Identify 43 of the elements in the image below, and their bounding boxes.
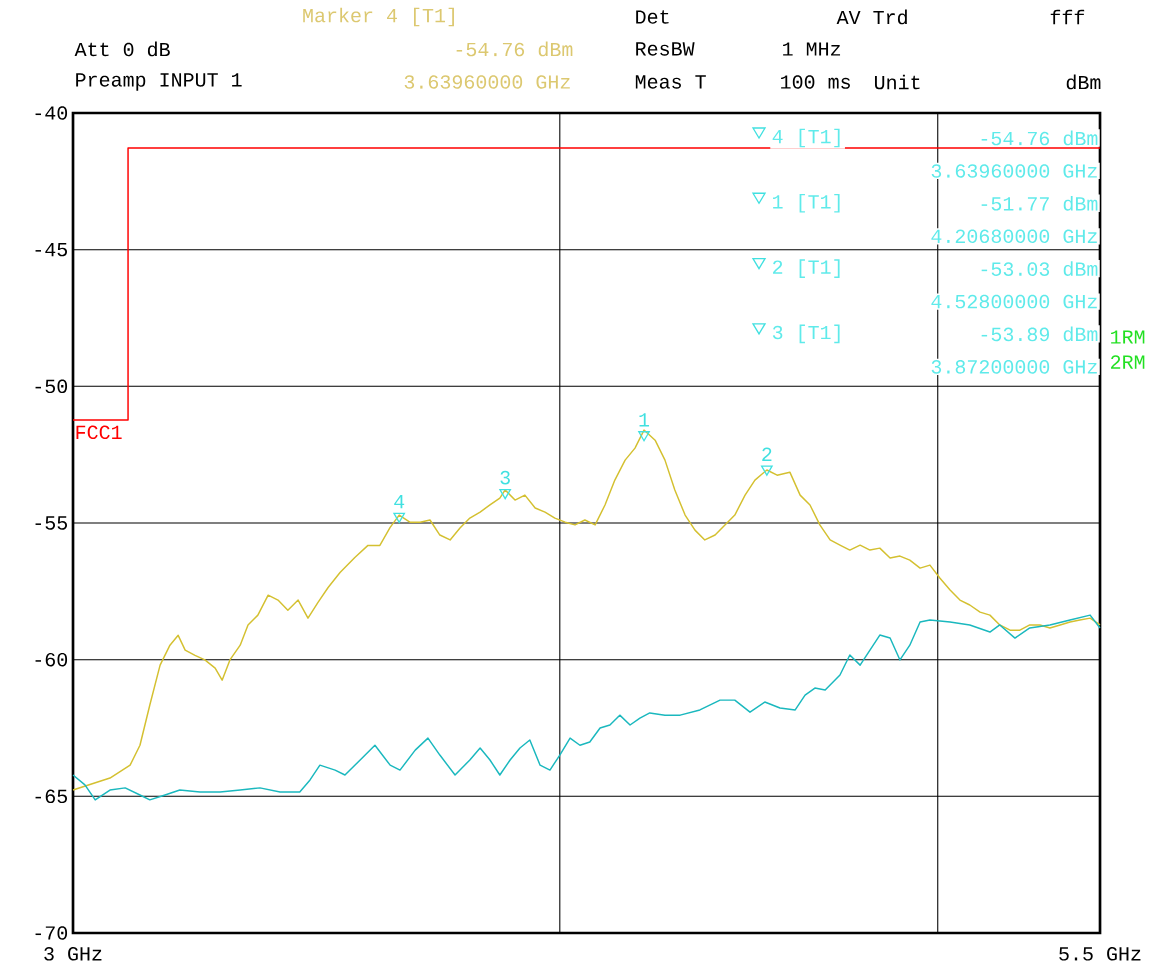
x-tick-label: 3 GHz [44, 947, 102, 961]
text: Marker 4 [T1] [303, 7, 454, 27]
annotation: 3.87200000 GHz [931, 360, 1097, 374]
annotation: -53.89 dBm [981, 326, 1098, 342]
y-tick-label: -45 [35, 242, 68, 257]
text: Preamp INPUT 1 [76, 73, 242, 91]
annotation: -51.77 dBm [981, 195, 1098, 211]
y-tick-label: -60 [35, 652, 68, 667]
x-tick-label: 5.5 GHz [1059, 947, 1141, 961]
text: -54.76 dBm [456, 41, 573, 57]
annotation: 1 [T1] [773, 193, 840, 213]
y-tick-label: -55 [35, 516, 68, 530]
text: ResBW [636, 42, 695, 56]
annotation: 4.20680000 GHz [931, 229, 1097, 244]
annotation: 2 [762, 447, 772, 461]
annotation: 3 [500, 470, 510, 485]
annotation: 2 [T1] [773, 259, 840, 278]
text: 2RM [1111, 355, 1145, 369]
text: 100 ms [781, 75, 850, 89]
text: AV Trd [836, 9, 907, 25]
line-series [72, 614, 1101, 801]
y-tick-label: -65 [35, 789, 68, 804]
y-tick-label: -70 [35, 926, 68, 940]
annotation: 4.52800000 GHz [931, 294, 1097, 309]
text: 1 MHz [783, 42, 841, 56]
text: Att 0 dB [74, 41, 170, 57]
annotation: 3 [T1] [772, 324, 840, 344]
annotation: 1 [639, 413, 650, 427]
text: fff [1050, 9, 1085, 25]
annotation: -54.76 dBm [981, 130, 1098, 146]
text: 1RM [1111, 330, 1145, 344]
annotation: 3.63960000 GHz [931, 164, 1097, 178]
text: Det [636, 10, 669, 24]
y-tick-label: -40 [35, 106, 68, 120]
text: dBm [1066, 74, 1101, 90]
series-label: FCC1 [76, 425, 122, 440]
annotation: 4 [T1] [772, 128, 840, 148]
text: 3.63960000 GHz [404, 75, 570, 89]
y-tick-label: -50 [35, 379, 68, 394]
text: Unit [874, 74, 920, 90]
annotation: 4 [394, 495, 405, 509]
annotation: -53.03 dBm [981, 261, 1098, 276]
text: Meas T [635, 75, 706, 89]
